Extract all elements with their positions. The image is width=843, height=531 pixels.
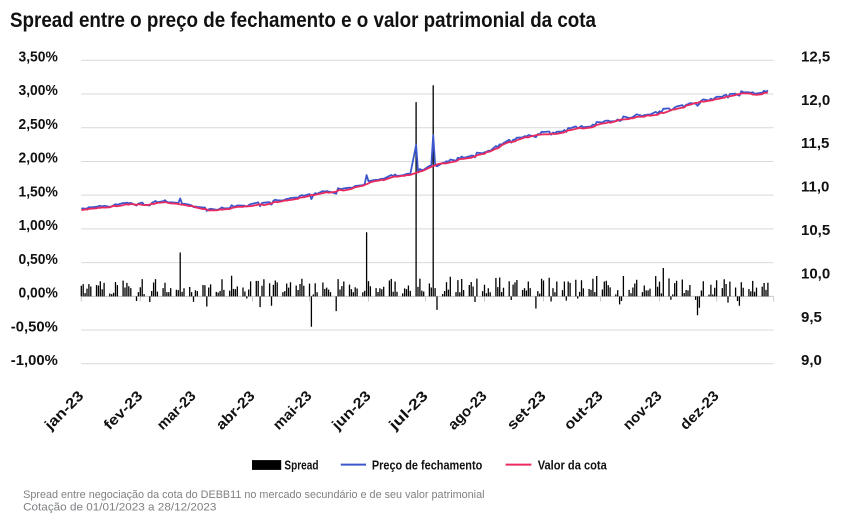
svg-text:Spread: Spread bbox=[284, 458, 318, 473]
svg-text:1,50%: 1,50% bbox=[19, 183, 58, 200]
svg-text:10,0: 10,0 bbox=[801, 265, 830, 282]
svg-text:11,5: 11,5 bbox=[801, 135, 829, 152]
svg-text:10,5: 10,5 bbox=[801, 222, 830, 239]
svg-text:0,00%: 0,00% bbox=[19, 285, 58, 302]
svg-text:12,0: 12,0 bbox=[801, 92, 830, 109]
svg-text:0,50%: 0,50% bbox=[19, 251, 58, 268]
svg-text:Valor da cota: Valor da cota bbox=[538, 458, 608, 473]
svg-text:-0,50%: -0,50% bbox=[11, 318, 58, 335]
svg-text:9,5: 9,5 bbox=[801, 309, 822, 326]
svg-text:Preço de fechamento: Preço de fechamento bbox=[372, 458, 482, 473]
svg-text:Spread entre o preço de fecham: Spread entre o preço de fechamento e o v… bbox=[10, 9, 596, 32]
svg-text:3,50%: 3,50% bbox=[19, 48, 58, 65]
svg-text:12,5: 12,5 bbox=[801, 48, 830, 65]
svg-text:3,00%: 3,00% bbox=[19, 82, 58, 99]
svg-text:Spread entre negociação da cot: Spread entre negociação da cota do DEBB1… bbox=[23, 489, 484, 501]
svg-text:2,00%: 2,00% bbox=[19, 150, 58, 167]
svg-text:9,0: 9,0 bbox=[801, 352, 822, 369]
svg-text:1,00%: 1,00% bbox=[19, 217, 58, 234]
svg-text:-1,00%: -1,00% bbox=[11, 352, 58, 369]
svg-text:2,50%: 2,50% bbox=[19, 116, 58, 133]
svg-text:11,0: 11,0 bbox=[801, 179, 829, 196]
svg-text:Cotação de 01/01/2023 a 28/12/: Cotação de 01/01/2023 a 28/12/2023 bbox=[23, 502, 216, 514]
